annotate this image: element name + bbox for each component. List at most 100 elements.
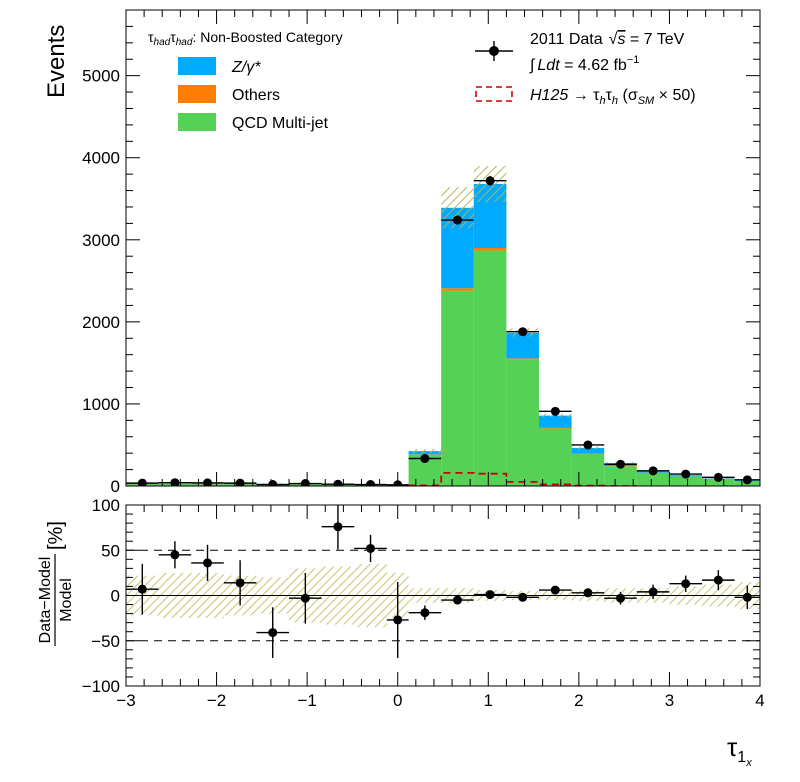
bar-others-12 [506,358,540,360]
ratio-point-9 [420,608,430,618]
top-ytick-label-5: 5000 [82,67,120,86]
ratio-point-14 [583,588,593,598]
data-point-1 [170,478,180,486]
data-point-19 [742,475,752,485]
ratio-point-6 [333,522,343,532]
data-point-3 [235,478,245,486]
x-tick-label-4: 1 [484,691,493,710]
data-point-12 [518,327,528,337]
y-axis-label: Events [43,25,70,98]
data-point-18 [713,472,723,482]
legend-label-others: Others [232,87,280,104]
ratio-point-2 [203,558,213,568]
bar-qcd-multi-jet-16 [636,472,670,486]
uncertainty-hatch-9 [408,449,442,454]
ratio-point-4 [268,628,278,638]
ratio-marks [126,505,760,658]
data-point-14 [583,440,593,450]
data-point-16 [648,466,658,476]
ratio-point-11 [485,590,495,600]
x-tick-label-2: −1 [297,691,316,710]
top-frame [125,9,761,487]
legend-label-qcd: QCD Multi-jet [232,115,329,132]
bar-z--13 [539,415,572,428]
ratio-ytick-label-0: −100 [82,677,120,696]
ratio-ytick-label-2: 0 [111,587,120,606]
ratio-ytick-label-3: 50 [101,541,120,560]
data-point-11 [485,176,495,186]
data-point-17 [681,469,691,479]
top-y-axis: 0 1000 2000 3000 4000 5000 [82,10,761,496]
bar-qcd-multi-jet-17 [669,476,703,486]
bar-others-13 [539,427,572,429]
top-ytick-label-0: 0 [111,477,120,496]
bar-qcd-multi-jet-10 [441,290,474,486]
x-tick-label-3: 0 [393,691,402,710]
ratio-point-16 [648,587,658,597]
x-tick-label-7: 4 [755,691,764,710]
ratio-point-5 [300,593,310,603]
x-tick-label-6: 3 [665,691,674,710]
x-axis-label: τ1x [727,732,752,769]
bar-others-11 [473,248,507,251]
ratio-point-1 [170,550,180,560]
legend-swatch-others [178,85,216,103]
bottom-axes: −100 −50 0 50 100 −3 −2 −1 0 1 2 3 4 [82,496,765,710]
bar-qcd-multi-jet-15 [604,466,637,486]
bar-qcd-multi-jet-13 [539,428,572,486]
x-tick-label-1: −2 [207,691,226,710]
bar-qcd-multi-jet-11 [473,250,507,486]
legend-label-lumi: ∫ Ldt = 4.62 fb−1 [529,54,639,74]
ratio-point-7 [366,543,376,553]
ratio-point-15 [616,593,626,603]
ratio-point-0 [137,584,147,594]
ratio-point-8 [393,615,403,625]
main-histogram-panel: 0 1000 2000 3000 4000 5000 Events τhadτhad: N… [43,9,761,496]
legend-label-data: 2011 Data √s = 7 TeV [530,31,685,48]
top-ytick-label-1: 1000 [82,395,120,414]
data-point-2 [203,478,213,486]
ratio-label-unit: [%] [45,521,67,550]
x-tick-label-5: 2 [574,691,583,710]
ratio-label-numerator: Data−Model [37,557,54,644]
ratio-point-10 [452,595,462,605]
top-ytick-label-2: 2000 [82,313,120,332]
category-label: τhadτhad: Non-Boosted Category [148,29,343,48]
data-point-10 [452,215,462,225]
legend-swatch-qcd [178,113,216,131]
ratio-ytick-label-1: −50 [91,632,120,651]
bar-qcd-multi-jet-14 [571,453,605,486]
legend-marker-data [475,41,513,61]
ratio-point-13 [550,585,560,595]
legend-label-z: Z/γ* [231,59,261,76]
data-point-13 [550,406,560,416]
ratio-point-12 [518,592,528,602]
ratio-point-17 [681,579,691,589]
data-point-4 [268,480,278,486]
bar-others-10 [441,288,474,291]
bar-z--12 [506,332,540,359]
ratio-point-3 [235,578,245,588]
data-point-7 [366,480,376,486]
top-ytick-label-4: 4000 [82,149,120,168]
bar-z--14 [571,447,605,454]
ratio-y-axis-label: Data−Model Model [%] [37,521,75,646]
stacked-histogram [126,165,760,486]
ratio-point-19 [742,592,752,602]
bar-qcd-multi-jet-12 [506,359,540,486]
ratio-point-18 [713,575,723,585]
legend: τhadτhad: Non-Boosted Category Z/γ* Othe… [148,29,696,132]
ratio-panel: −100 −50 0 50 100 −3 −2 −1 0 1 2 3 4 Data−Model Mode… [37,496,765,769]
ratio-label-denominator: Model [58,578,75,622]
ratio-ytick-label-4: 100 [92,496,120,515]
data-point-9 [420,454,430,464]
data-point-6 [333,479,343,486]
x-tick-label-0: −3 [116,691,135,710]
data-point-5 [300,479,310,486]
top-ytick-label-3: 3000 [82,231,120,250]
bar-qcd-multi-jet-18 [702,479,735,486]
data-point-15 [616,459,626,469]
legend-swatch-z [178,57,216,75]
legend-swatch-signal [475,86,513,102]
